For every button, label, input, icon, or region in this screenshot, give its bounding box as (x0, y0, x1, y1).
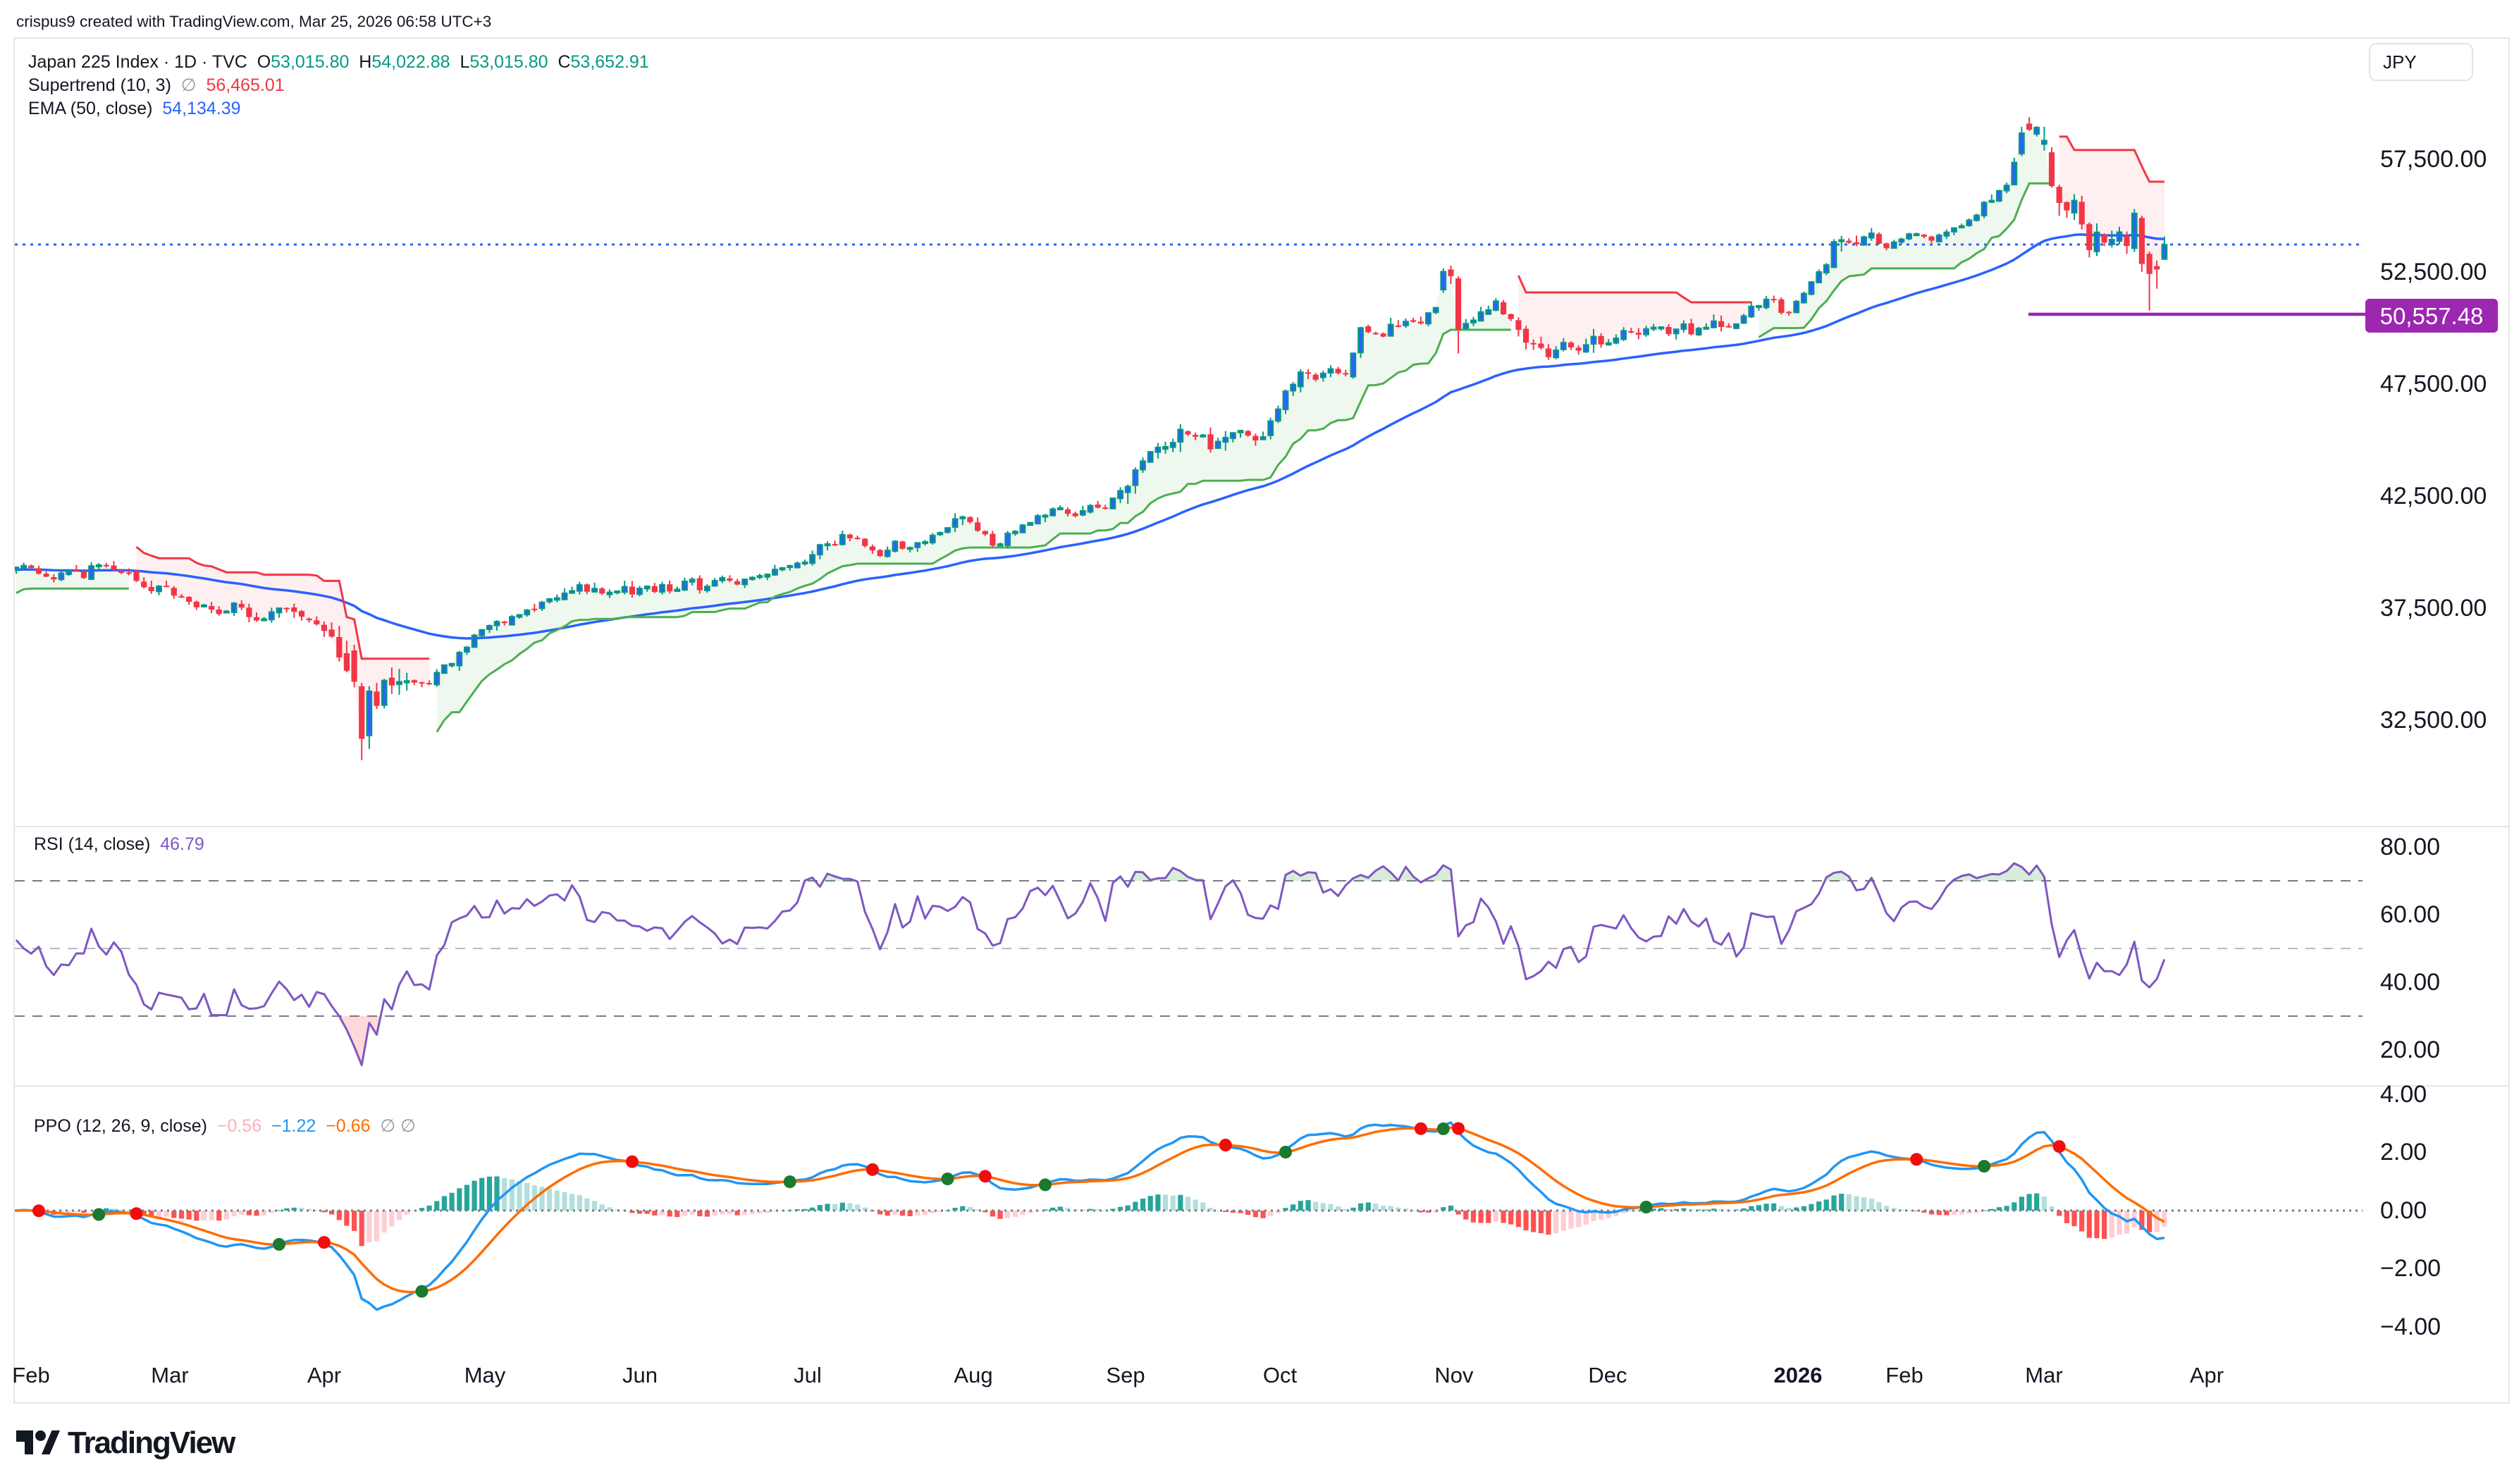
svg-text:RSI (14, close) 46.79: RSI (14, close) 46.79 (34, 834, 204, 854)
svg-text:20.00: 20.00 (2380, 1037, 2440, 1063)
svg-text:Oct: Oct (1263, 1363, 1298, 1387)
svg-text:0.00: 0.00 (2380, 1197, 2427, 1224)
svg-text:Supertrend (10, 3) ∅ 56,465.: Supertrend (10, 3) ∅ 56,465.01 (28, 75, 285, 95)
svg-text:57,500.00: 57,500.00 (2380, 146, 2487, 173)
svg-text:32,500.00: 32,500.00 (2380, 707, 2487, 734)
svg-text:Feb: Feb (1885, 1363, 1923, 1387)
svg-text:50,557.48: 50,557.48 (2380, 303, 2484, 329)
svg-text:Mar: Mar (2025, 1363, 2062, 1387)
svg-text:Aug: Aug (954, 1363, 992, 1387)
svg-text:Apr: Apr (307, 1363, 341, 1387)
svg-text:−4.00: −4.00 (2380, 1313, 2441, 1340)
svg-text:37,500.00: 37,500.00 (2380, 595, 2487, 622)
svg-text:TradingView: TradingView (68, 1426, 236, 1460)
svg-text:2026: 2026 (1774, 1363, 1823, 1387)
svg-text:Japan 225 Index · 1D · TVC O5: Japan 225 Index · 1D · TVC O53,015.80 H5… (28, 52, 649, 72)
svg-text:80.00: 80.00 (2380, 834, 2440, 860)
svg-text:60.00: 60.00 (2380, 901, 2440, 928)
svg-text:−2.00: −2.00 (2380, 1255, 2441, 1282)
svg-text:Dec: Dec (1588, 1363, 1627, 1387)
svg-text:Apr: Apr (2190, 1363, 2224, 1387)
svg-text:Sep: Sep (1106, 1363, 1145, 1387)
svg-text:May: May (464, 1363, 506, 1387)
svg-text:JPY: JPY (2383, 51, 2417, 73)
svg-text:EMA (50, close) 54,134.39: EMA (50, close) 54,134.39 (28, 99, 241, 118)
svg-text:4.00: 4.00 (2380, 1081, 2427, 1108)
svg-text:42,500.00: 42,500.00 (2380, 483, 2487, 509)
svg-text:Feb: Feb (12, 1363, 49, 1387)
svg-text:52,500.00: 52,500.00 (2380, 259, 2487, 285)
svg-text:crispus9 created with TradingV: crispus9 created with TradingView.com, M… (16, 13, 491, 30)
svg-text:Jun: Jun (622, 1363, 658, 1387)
svg-text:2.00: 2.00 (2380, 1139, 2427, 1165)
svg-text:40.00: 40.00 (2380, 969, 2440, 996)
svg-text:47,500.00: 47,500.00 (2380, 371, 2487, 397)
svg-text:Jul: Jul (794, 1363, 822, 1387)
svg-text:PPO (12, 26, 9, close) −0.56: PPO (12, 26, 9, close) −0.56 −1.22 −0.66… (34, 1116, 416, 1136)
svg-text:Nov: Nov (1434, 1363, 1474, 1387)
svg-text:Mar: Mar (151, 1363, 188, 1387)
